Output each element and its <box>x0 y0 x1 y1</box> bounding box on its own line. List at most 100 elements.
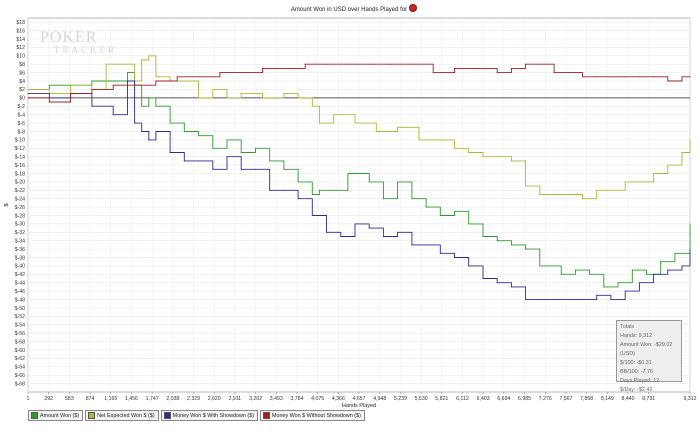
x-tick-label: 7,276 <box>539 396 552 402</box>
series-1-point <box>318 189 320 191</box>
y-tick-label: $-16 <box>15 163 25 169</box>
series-4-point <box>326 63 327 65</box>
series-1-point <box>169 122 171 124</box>
tooltip-lines: Hands: 9,312 Amount Won: -$29.02 (USD) $/1… <box>620 332 678 395</box>
series-3-point <box>27 93 29 95</box>
series-1-point <box>48 84 50 86</box>
x-tick-label: 1,747 <box>146 396 159 402</box>
series-4-point <box>496 72 498 74</box>
y-axis-label: $ <box>4 203 10 206</box>
series-1-point <box>183 131 185 132</box>
series-4-point <box>638 76 640 78</box>
x-tick-label: 6,112 <box>456 396 469 402</box>
series-4-point <box>681 76 683 78</box>
series-2-point <box>560 194 562 195</box>
series-2-point <box>539 194 541 195</box>
series-4-point <box>240 72 242 74</box>
series-4-point <box>347 63 349 65</box>
series-2-point <box>681 152 683 153</box>
series-1-point <box>468 223 470 225</box>
series-1-point <box>254 147 256 149</box>
y-tick-label: $4 <box>19 79 25 85</box>
series-3-point <box>425 244 427 246</box>
series-4-point <box>610 76 612 78</box>
series-4-point <box>155 80 157 82</box>
legend-swatch <box>263 412 270 419</box>
series-3-point <box>439 252 441 254</box>
series-1-point <box>112 80 114 82</box>
y-tick-label: $-18 <box>15 171 25 177</box>
x-tick-label: 3,202 <box>249 396 262 402</box>
series-4-point <box>525 63 527 65</box>
y-tick-label: $-52 <box>15 314 25 320</box>
y-tick-label: $-48 <box>15 297 25 303</box>
y-tick-label: $14 <box>16 37 25 43</box>
series-3-point <box>624 290 626 292</box>
x-tick-label: 6,985 <box>518 396 531 402</box>
x-tick-label: 2,620 <box>208 396 221 402</box>
x-tick-label: 4,657 <box>353 396 366 402</box>
series-1-point <box>674 252 676 254</box>
legend-swatch <box>31 412 38 419</box>
y-tick-label: $0 <box>19 96 25 102</box>
x-tick-label: 2,329 <box>187 396 200 402</box>
y-tick-label: $18 <box>16 20 25 26</box>
series-3-point <box>411 244 413 246</box>
y-tick-label: $-34 <box>15 239 25 245</box>
series-4-point <box>411 63 413 65</box>
series-3-point <box>112 114 114 116</box>
series-4-point <box>567 72 569 74</box>
series-1-point <box>560 273 562 275</box>
series-1-point <box>689 223 691 225</box>
series-1-point <box>283 168 285 170</box>
series-1-point <box>333 189 335 191</box>
y-tick-label: $-12 <box>15 146 25 152</box>
series-1-point <box>311 194 313 195</box>
series-2-point <box>318 122 320 124</box>
series-1-point <box>425 206 427 208</box>
series-3-point <box>525 299 527 301</box>
series-3-point <box>681 265 683 267</box>
series-1-point <box>240 152 242 153</box>
y-tick-label: $-42 <box>15 272 25 278</box>
series-2-point <box>226 97 228 99</box>
series-2-point <box>638 181 640 183</box>
legend-label: Money Won $ With Showdown ($) <box>172 412 254 419</box>
series-3-point <box>582 299 583 301</box>
series-4-point <box>368 63 370 65</box>
series-3-point <box>155 131 157 132</box>
x-axis-label: Hands Played <box>342 403 376 409</box>
x-tick-label: 5,239 <box>394 396 407 402</box>
series-2-point <box>510 160 512 162</box>
tooltip-line: Amount Won: -$29.02 (USD) <box>620 342 673 357</box>
legend-item-1[interactable]: Amount Won ($) <box>28 410 84 421</box>
series-4-point <box>70 93 72 95</box>
y-tick-label: $-68 <box>15 381 25 387</box>
y-tick-label: $-56 <box>15 331 25 337</box>
series-1-point <box>269 160 271 162</box>
series-1-point <box>496 240 498 242</box>
x-tick-label: 1 <box>27 396 30 402</box>
y-tick-label: $-2 <box>18 104 26 110</box>
series-1-point <box>539 265 541 267</box>
series-2-point <box>482 156 484 158</box>
legend-item-3[interactable]: Money Won $ With Showdown ($) <box>160 410 258 421</box>
legend-item-4[interactable]: Money Won $ Without Showdown ($) <box>260 410 365 421</box>
series-2-point <box>582 198 583 200</box>
series-3-point <box>240 168 242 170</box>
series-2-point <box>439 139 441 141</box>
series-3-point <box>212 168 214 170</box>
y-tick-label: $16 <box>16 28 25 34</box>
series-line-1 <box>28 72 691 288</box>
series-2-point <box>155 76 157 78</box>
x-tick-label: 7,567 <box>559 396 572 402</box>
series-4-point <box>304 63 306 65</box>
series-2-point <box>689 139 691 141</box>
series-3-point <box>368 227 370 229</box>
x-tick-label: 292 <box>44 396 53 402</box>
series-1-point <box>589 273 591 275</box>
legend-item-2[interactable]: Net Expected Won $ ($) <box>85 410 159 421</box>
series-2-point <box>468 152 470 153</box>
tooltip-line: Days Played: 12 <box>620 378 660 384</box>
